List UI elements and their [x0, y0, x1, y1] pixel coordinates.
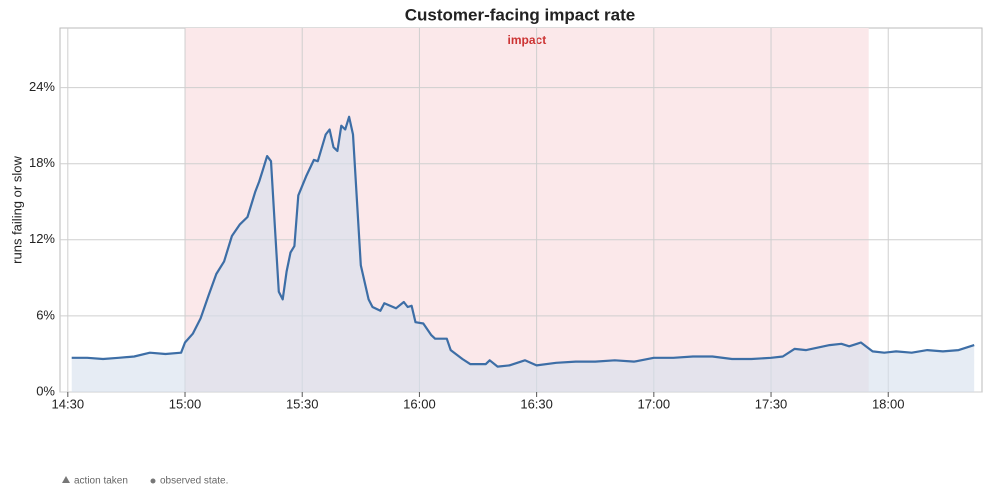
y-tick-label: 0%	[36, 383, 55, 398]
y-tick-label: 24%	[29, 79, 55, 94]
x-tick-label: 17:00	[638, 396, 671, 411]
chart-title: Customer-facing impact rate	[405, 5, 636, 24]
x-tick-label: 16:30	[520, 396, 553, 411]
x-tick-label: 16:00	[403, 396, 436, 411]
x-tick-label: 17:30	[755, 396, 788, 411]
x-tick-label: 14:30	[52, 396, 85, 411]
x-tick-label: 15:00	[169, 396, 202, 411]
y-tick-label: 6%	[36, 307, 55, 322]
legend-dot	[150, 478, 156, 484]
y-tick-label: 12%	[29, 231, 55, 246]
area	[71, 116, 975, 393]
y-axis-label: runs failing or slow	[9, 156, 24, 264]
y-tick-label: 18%	[29, 155, 55, 170]
legend-item: action taken	[74, 476, 128, 487]
legend-triangle	[62, 476, 70, 483]
band-label: impact	[508, 33, 547, 47]
x-tick-label: 15:30	[286, 396, 319, 411]
x-tick-label: 18:00	[872, 396, 905, 411]
plot: impact 0% 6% 12% 18% 24% 14:30 15:00 15:30 16:00 1…	[29, 27, 983, 411]
line	[71, 115, 975, 368]
legend-item: observed state.	[160, 476, 228, 487]
